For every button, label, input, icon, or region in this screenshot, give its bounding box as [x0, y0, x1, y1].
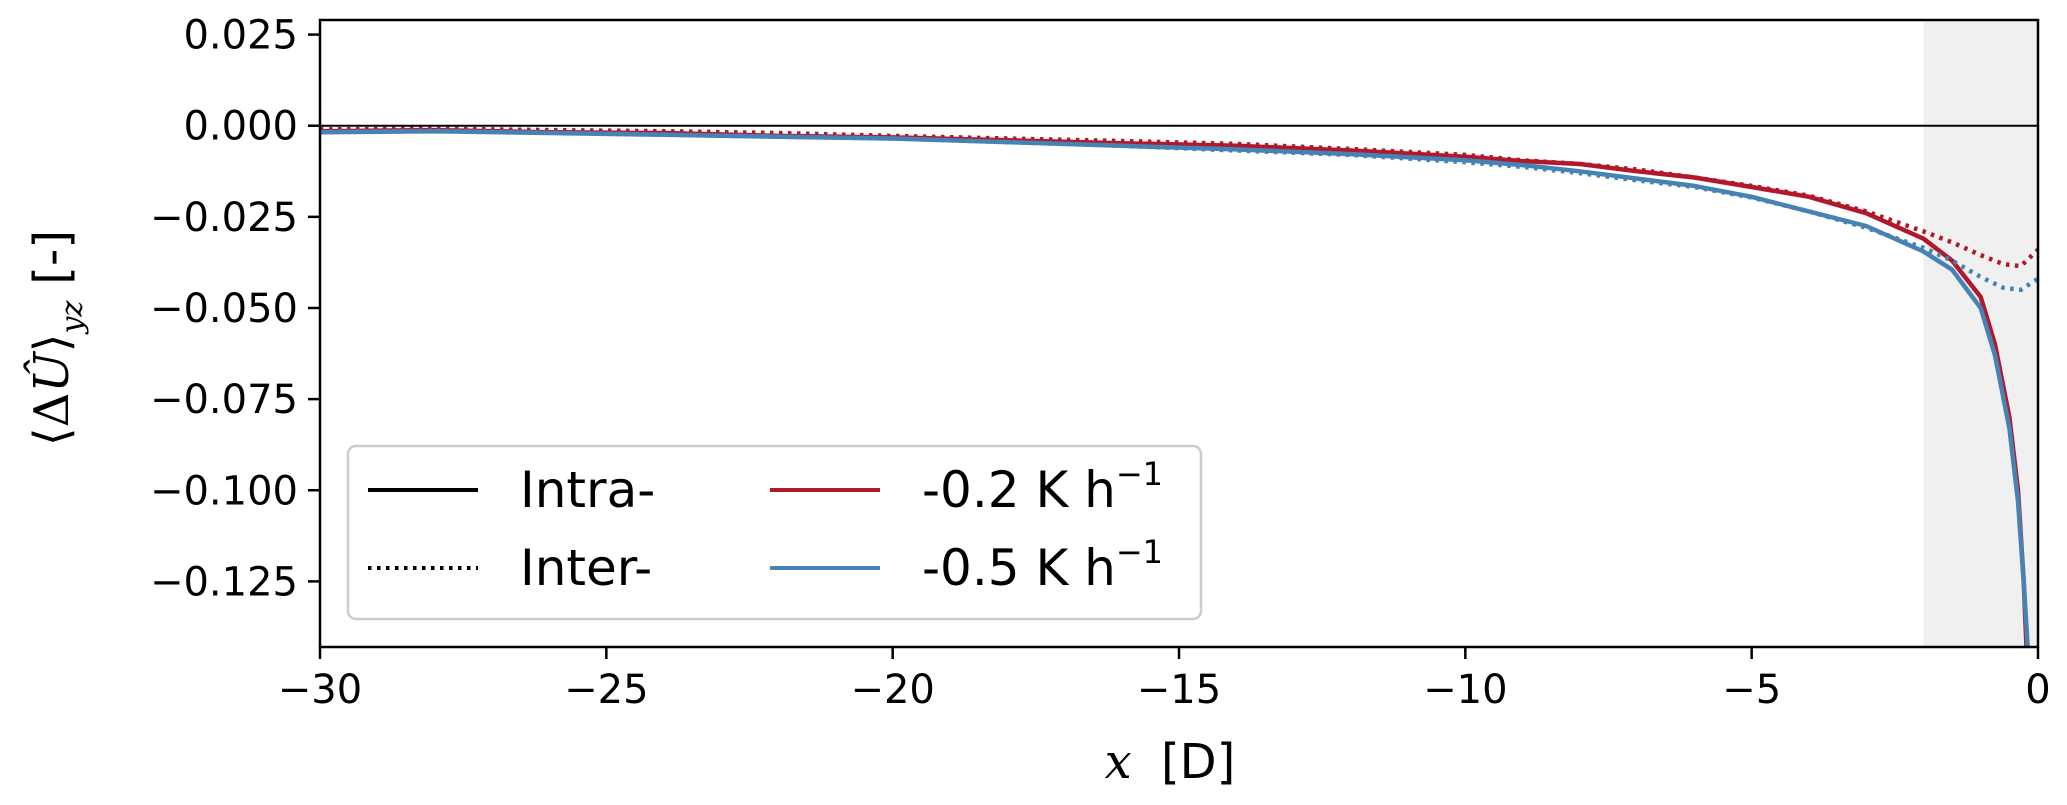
x-tick-label: −15 [1137, 667, 1221, 713]
legend-label-case-2-text: -0.5 K h [922, 539, 1116, 597]
y-tick-label: −0.125 [150, 559, 298, 605]
x-tick-label: −20 [850, 667, 934, 713]
series-line-2 [320, 126, 2038, 269]
legend: Intra- Inter- -0.2 K h−1 -0.5 K h−1 [346, 444, 1203, 621]
y-tick-label: −0.075 [150, 377, 298, 423]
x-tick-label: −25 [564, 667, 648, 713]
legend-label-case-1-text: -0.2 K h [922, 461, 1116, 519]
x-axis-label: x [D] [1105, 734, 1236, 790]
y-axis-ticks: 0.025 0.000 −0.025 −0.050 −0.075 −0.100 −0.125 [150, 13, 320, 605]
x-tick-label: −10 [1423, 667, 1507, 713]
y-tick-label: −0.100 [150, 468, 298, 514]
legend-label-inter: Inter- [520, 539, 652, 597]
y-tick-label: −0.025 [150, 195, 298, 241]
legend-label-intra: Intra- [520, 461, 655, 519]
x-axis-ticks: −30 −25 −20 −15 −10 −5 0 [278, 647, 2051, 713]
series-layer [320, 126, 2038, 647]
y-axis-label: ⟨ΔÛ⟩yz[-] [22, 230, 90, 446]
x-tick-label: 0 [2025, 667, 2050, 713]
x-axis-label-math: x [1105, 734, 1132, 790]
x-tick-label: −30 [278, 667, 362, 713]
x-axis-label-unit: [D] [1161, 734, 1235, 790]
y-axis-label-unit: [-] [24, 230, 80, 285]
svg-text:⟨ΔÛ⟩yz[-]: ⟨ΔÛ⟩yz[-] [22, 230, 90, 446]
legend-label-case-1-sup: −1 [1116, 455, 1163, 493]
y-tick-label: 0.025 [183, 13, 298, 59]
y-axis-label-math: ⟨Δ [24, 393, 80, 446]
x-tick-label: −5 [1722, 667, 1781, 713]
legend-frame [346, 444, 1203, 621]
legend-label-case-1: -0.2 K h−1 [922, 455, 1163, 519]
y-tick-label: −0.050 [150, 286, 298, 332]
y-tick-label: 0.000 [183, 104, 298, 150]
legend-label-case-2-sup: −1 [1116, 533, 1163, 571]
legend-label-case-2: -0.5 K h−1 [922, 533, 1163, 597]
